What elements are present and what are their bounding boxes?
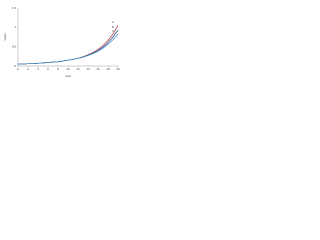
x-tick-label: 20 bbox=[116, 67, 120, 71]
x-tick-label: 18 bbox=[106, 67, 110, 71]
series-label: C bbox=[112, 29, 115, 33]
series-line bbox=[18, 34, 119, 65]
x-tick-label: 10 bbox=[66, 67, 70, 71]
y-tick-label: 1.5 bbox=[12, 6, 17, 10]
x-tick-label: 14 bbox=[86, 67, 90, 71]
y-axis-title: Value bbox=[3, 33, 7, 41]
x-tick-label: 6 bbox=[47, 67, 49, 71]
x-axis-title: Year bbox=[65, 74, 71, 78]
x-tick-label: 4 bbox=[37, 67, 39, 71]
y-tick-label: 1 bbox=[14, 25, 16, 29]
x-tick-label: 12 bbox=[76, 67, 80, 71]
series-label: B bbox=[112, 25, 114, 29]
x-tick-label: 16 bbox=[96, 67, 100, 71]
series-line bbox=[18, 29, 119, 65]
x-tick-label: 8 bbox=[57, 67, 59, 71]
series-line bbox=[18, 25, 119, 65]
y-tick-label: 0.5 bbox=[12, 44, 17, 48]
x-tick-label: 0 bbox=[17, 67, 19, 71]
series-label: A bbox=[112, 20, 114, 24]
y-tick-label: 0 bbox=[14, 64, 16, 68]
x-tick-label: 2 bbox=[27, 67, 29, 71]
